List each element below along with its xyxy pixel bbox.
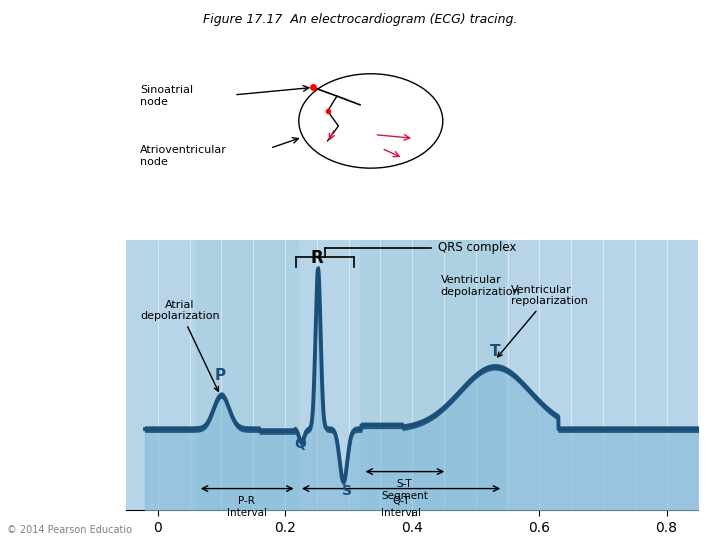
Bar xyxy=(361,240,505,510)
Text: R: R xyxy=(310,249,323,267)
Text: QRS complex: QRS complex xyxy=(438,241,516,254)
Text: Figure 17.17  An electrocardiogram (ECG) tracing.: Figure 17.17 An electrocardiogram (ECG) … xyxy=(203,14,517,26)
Bar xyxy=(196,240,298,510)
Text: Sinoatrial
node: Sinoatrial node xyxy=(140,85,194,107)
Text: Ventricular
depolarization: Ventricular depolarization xyxy=(441,275,521,297)
Text: Q: Q xyxy=(294,437,306,451)
Text: S-T
Segment: S-T Segment xyxy=(381,479,428,501)
Text: © 2014 Pearson Educatio: © 2014 Pearson Educatio xyxy=(7,524,132,535)
Text: Q-T
Interval: Q-T Interval xyxy=(382,496,421,518)
Text: Atrial
depolarization: Atrial depolarization xyxy=(140,300,220,391)
Text: T: T xyxy=(490,345,500,359)
Text: P-R
Interval: P-R Interval xyxy=(227,496,267,518)
Text: Atrioventricular
node: Atrioventricular node xyxy=(140,145,228,166)
Text: P: P xyxy=(215,368,225,383)
Text: S: S xyxy=(342,484,352,498)
Text: Ventricular
repolarization: Ventricular repolarization xyxy=(498,285,588,357)
